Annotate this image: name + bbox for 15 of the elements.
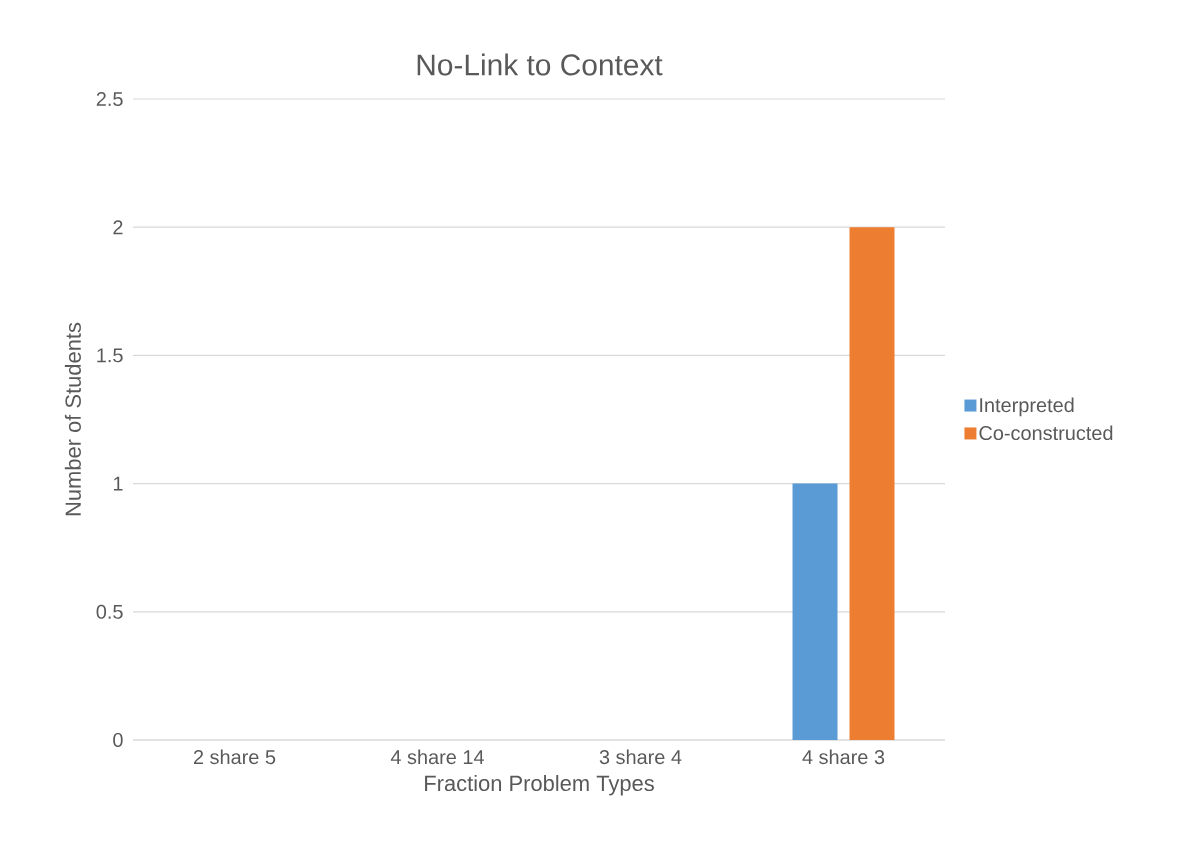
x-tick-label: 4 share 14 [390,749,484,765]
y-axis-title: Number of Students [64,322,81,516]
y-tick-label: 1.5 [97,348,123,363]
y-tick-label: 2 [113,220,123,235]
y-tick-label: 0 [113,732,123,748]
y-tick-label: 1 [113,476,123,491]
x-tick-label: 3 share 4 [599,749,682,765]
legend-label: Co-constructed [979,425,1113,441]
y-tick-label: 0.5 [96,604,123,619]
x-tick-label: 2 share 5 [193,749,276,765]
chart-title: No-Link to Context [417,53,663,76]
x-axis-title: Fraction Problem Types [425,774,654,796]
legend-label: Interpreted [980,397,1074,417]
y-tick-label: 2.5 [96,91,123,107]
x-tick-label: 4 share 3 [802,749,885,765]
